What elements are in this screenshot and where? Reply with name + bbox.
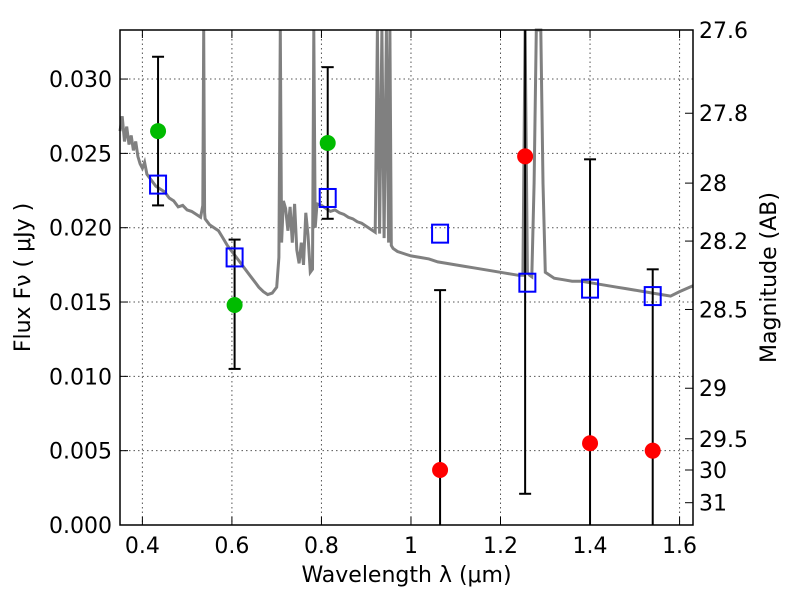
x-tick-label: 1.4 xyxy=(573,534,608,559)
grid xyxy=(120,30,693,526)
y-tick-label: 0.015 xyxy=(49,291,112,316)
x-tick-label: 0.4 xyxy=(125,534,160,559)
model-point xyxy=(518,272,537,293)
non-detection-points xyxy=(432,148,661,478)
x-tick-label: 1.6 xyxy=(662,534,697,559)
model-point xyxy=(643,286,662,307)
x-axis-title: Wavelength λ (μm) xyxy=(301,563,511,588)
spectrum-line xyxy=(118,28,694,298)
non-detection-point xyxy=(432,462,449,478)
model-point xyxy=(431,223,450,244)
detection-points xyxy=(150,123,336,313)
model-point xyxy=(318,187,337,208)
right-tick-label: 29 xyxy=(699,377,727,402)
right-axis-title: Magnitude (AB) xyxy=(757,192,782,363)
model-points xyxy=(149,174,662,307)
right-tick-label: 27.6 xyxy=(699,19,748,44)
right-axis: 27.6 27.8 28 28.2 28.5 29 29.5 30 31 xyxy=(685,19,748,517)
non-detection-point xyxy=(582,435,599,452)
y-axis: 0.000 0.005 0.010 0.015 0.020 0.025 0.030 xyxy=(49,68,128,539)
y-tick-label: 0.000 xyxy=(49,514,112,539)
right-tick-label: 28.5 xyxy=(699,298,748,323)
x-tick-label: 0.8 xyxy=(304,534,339,559)
right-tick-label: 29.5 xyxy=(699,428,748,453)
y-axis-title: Flux Fν ( μJy ) xyxy=(11,203,36,352)
non-detection-point xyxy=(517,148,534,165)
x-tick-label: 1 xyxy=(404,534,418,559)
x-axis: 0.4 0.6 0.8 1 1.2 1.4 1.6 xyxy=(125,30,697,559)
y-tick-label: 0.005 xyxy=(49,440,112,465)
y-tick-label: 0.030 xyxy=(49,68,112,93)
model-point xyxy=(225,247,244,268)
y-tick-label: 0.025 xyxy=(49,142,112,167)
model-point xyxy=(149,174,168,195)
detection-point xyxy=(226,297,243,313)
model-point xyxy=(581,278,600,299)
right-tick-label: 27.8 xyxy=(699,102,748,127)
y-tick-label: 0.010 xyxy=(49,365,112,390)
right-tick-label: 28 xyxy=(699,172,727,197)
x-tick-label: 1.2 xyxy=(483,534,518,559)
x-tick-label: 0.6 xyxy=(214,534,249,559)
y-tick-label: 0.020 xyxy=(49,217,112,242)
non-detection-point xyxy=(644,442,661,459)
plot-frame xyxy=(119,29,694,526)
right-tick-label: 31 xyxy=(699,492,727,517)
right-tick-label: 30 xyxy=(699,459,727,484)
detection-point xyxy=(150,123,167,140)
detection-point xyxy=(319,134,336,151)
right-tick-label: 28.2 xyxy=(699,230,748,255)
